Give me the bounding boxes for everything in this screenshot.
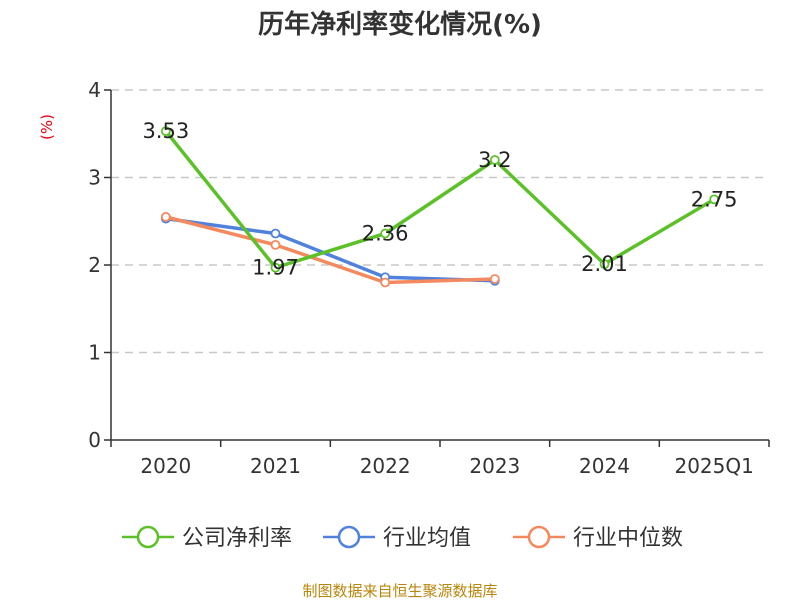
data-source-note: 制图数据来自恒生聚源数据库 — [302, 582, 497, 600]
data-point — [160, 211, 171, 222]
x-tick-label: 2025Q1 — [674, 454, 753, 478]
series-lines — [160, 126, 720, 288]
data-labels: 3.53 1.97 2.36 3.2 2.01 2.75 — [142, 119, 737, 280]
x-tick-label: 2023 — [469, 454, 520, 478]
y-tick-label: 3 — [88, 166, 101, 190]
chart-title: 历年净利率变化情况(%) — [258, 9, 542, 40]
x-tick-labels: 2020 2021 2022 2023 2024 2025Q1 — [140, 454, 753, 478]
data-point — [270, 262, 281, 273]
legend-label: 行业均值 — [383, 526, 471, 551]
data-point — [599, 259, 610, 270]
legend-item[interactable]: 公司净利率 — [122, 525, 292, 551]
data-point — [270, 228, 281, 239]
grid-lines — [111, 89, 769, 354]
x-tick-label: 2024 — [579, 454, 630, 478]
data-point — [380, 228, 391, 239]
y-tick-label: 2 — [88, 253, 101, 277]
series-line — [164, 130, 716, 270]
y-tick-label: 1 — [88, 341, 101, 365]
y-tick-label: 0 — [88, 428, 101, 452]
legend-label: 行业中位数 — [573, 526, 683, 551]
data-point — [489, 155, 500, 165]
data-point — [709, 194, 720, 205]
legend[interactable]: 公司净利率 行业均值 行业中位数 — [122, 525, 683, 551]
data-point — [270, 239, 281, 250]
data-label: 3.53 — [142, 119, 189, 143]
data-label: 2.36 — [362, 222, 409, 246]
legend-label: 公司净利率 — [182, 526, 292, 551]
legend-marker — [527, 525, 551, 549]
x-tick-label: 2021 — [250, 454, 301, 478]
legend-item[interactable]: 行业均值 — [323, 525, 471, 551]
y-tick-labels: 0 1 2 3 4 — [88, 78, 101, 452]
legend-marker — [136, 525, 160, 549]
data-label: 2.75 — [691, 187, 738, 211]
x-tick-label: 2022 — [360, 454, 411, 478]
x-tick-label: 2020 — [140, 454, 191, 478]
series-line — [165, 215, 495, 285]
data-point — [160, 126, 171, 137]
axes — [104, 89, 770, 447]
legend-marker — [337, 525, 361, 549]
data-label: 2.01 — [581, 252, 628, 276]
y-tick-label: 4 — [88, 78, 101, 102]
data-point — [489, 274, 500, 284]
data-point — [380, 277, 391, 288]
y-axis-unit: (%) — [38, 114, 56, 140]
legend-item[interactable]: 行业中位数 — [513, 525, 683, 551]
data-label: 3.2 — [478, 148, 511, 172]
data-label: 1.97 — [252, 256, 299, 280]
